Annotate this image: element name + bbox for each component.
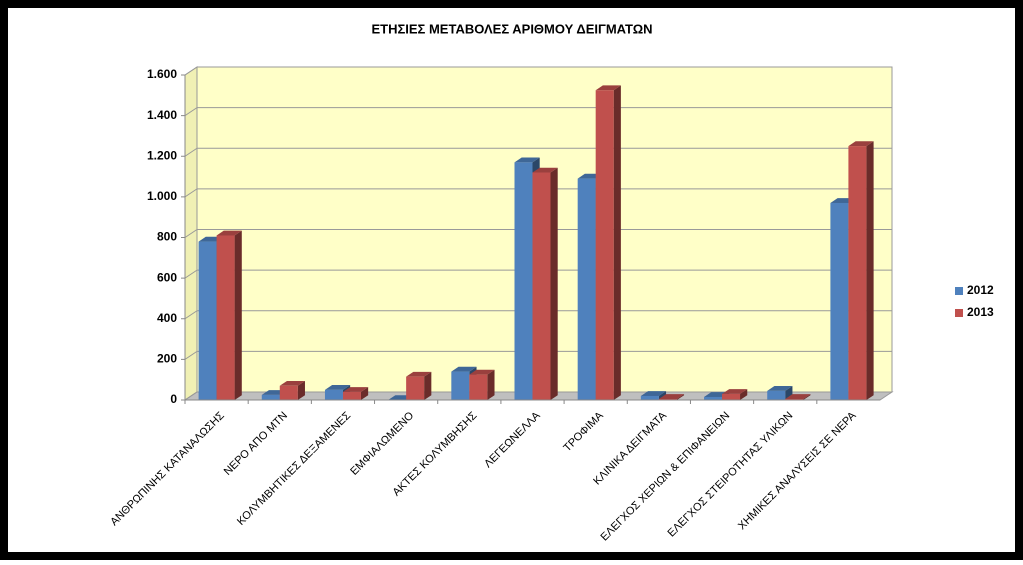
bar (198, 241, 217, 400)
bar-side (360, 387, 369, 400)
y-tick-label: 1.400 (147, 108, 177, 122)
legend-label: 2013 (967, 305, 994, 319)
bar (514, 162, 533, 400)
bar-top (279, 380, 305, 386)
bar (406, 376, 425, 400)
bar (704, 396, 723, 400)
bar-top (595, 85, 621, 91)
y-tick-label: 0 (170, 392, 177, 406)
grid-line (184, 310, 198, 320)
bar-top (767, 386, 793, 391)
bar-side (297, 380, 305, 400)
y-tick-label: 1.600 (147, 67, 177, 81)
grid-line (184, 147, 198, 157)
bar-side (803, 394, 811, 400)
bar-side (740, 389, 748, 400)
bar-top (848, 141, 874, 147)
bar (595, 90, 614, 400)
bar-top (216, 230, 242, 236)
legend-swatch (955, 287, 963, 295)
y-tick-label: 1.200 (147, 148, 177, 162)
bar-top (469, 369, 495, 375)
bar-top (514, 157, 540, 163)
bar-side (866, 141, 874, 400)
legend-swatch (955, 309, 963, 317)
bar (451, 371, 470, 400)
bar-side (234, 230, 242, 400)
bar (279, 385, 298, 400)
legend-label: 2012 (967, 283, 994, 297)
bar (830, 202, 849, 400)
bar-side (613, 85, 621, 400)
bar-top (785, 394, 811, 399)
bar (469, 374, 488, 400)
bar (216, 235, 235, 400)
grid-line (184, 66, 198, 76)
grid-line (184, 107, 198, 117)
bar (658, 398, 677, 400)
bar-top (532, 167, 558, 173)
grid-line (184, 391, 198, 401)
grid-line (184, 269, 198, 279)
bar-side (676, 394, 685, 400)
chart-title: ΕΤΗΣΙΕΣ ΜΕΤΑΒΟΛΕΣ ΑΡΙΘΜΟΥ ΔΕΙΓΜΑΤΩΝ (371, 21, 652, 36)
bar-side (785, 386, 793, 400)
y-tick-label: 400 (157, 311, 177, 325)
bar-side (487, 369, 495, 400)
y-tick-label: 600 (157, 270, 177, 284)
bar (532, 172, 551, 400)
bar-side (658, 391, 667, 400)
grid-line (184, 188, 198, 198)
y-tick-label: 200 (157, 352, 177, 366)
bar-top (324, 385, 351, 390)
bar-top (722, 389, 748, 394)
bar (640, 395, 659, 400)
bar-top (658, 394, 685, 399)
grid-line (184, 350, 198, 360)
bar (722, 393, 741, 400)
bar (785, 398, 804, 400)
grid-line (184, 229, 198, 238)
y-tick-label: 800 (157, 230, 177, 244)
bar (324, 389, 343, 400)
bar-top (451, 366, 477, 372)
y-tick-label: 1.000 (147, 189, 177, 203)
bar (767, 390, 786, 400)
bar-top (640, 391, 667, 396)
bar (848, 146, 867, 400)
bar-side (550, 167, 558, 400)
bar-side (424, 371, 432, 400)
bar (342, 391, 361, 400)
bar (577, 178, 596, 400)
bar (261, 394, 280, 400)
bar-top (406, 371, 432, 377)
bar-top (342, 387, 369, 392)
